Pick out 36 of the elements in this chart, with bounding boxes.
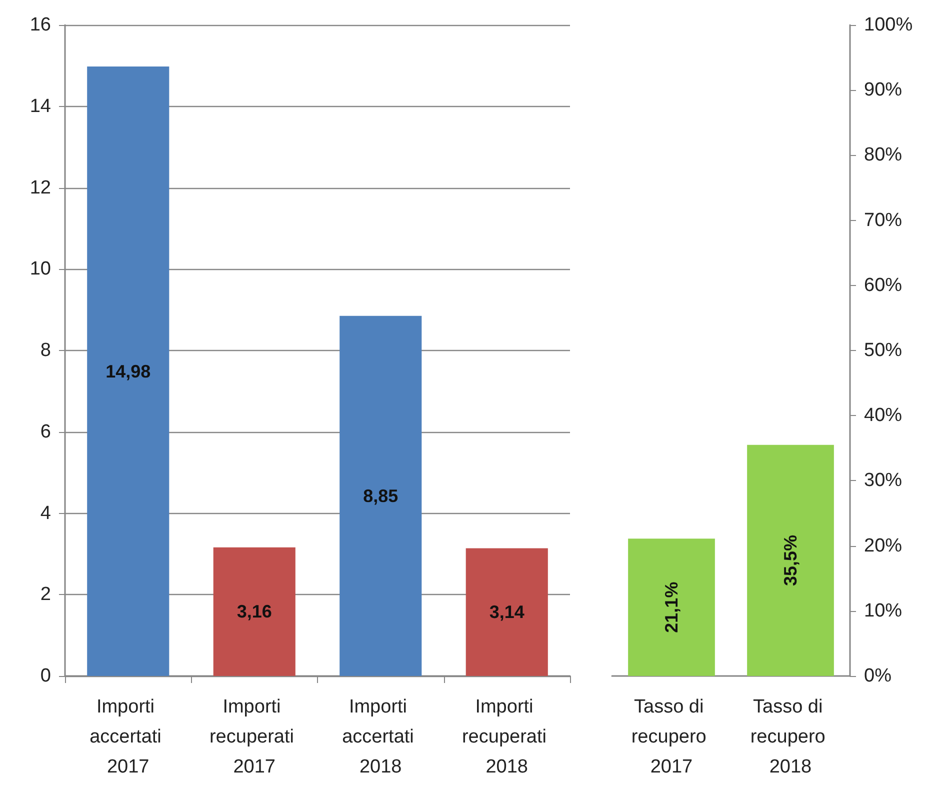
y2-tick-label: 40% bbox=[864, 405, 902, 426]
y-tick-label: 16 bbox=[30, 14, 51, 36]
y2-tick-label: 70% bbox=[864, 210, 902, 231]
y-tick-label: 8 bbox=[40, 340, 51, 361]
y2-tick-label: 0% bbox=[864, 666, 892, 686]
data-label: 14,98 bbox=[106, 361, 151, 382]
bar bbox=[87, 66, 170, 676]
x-tick-label: Importi recuperati 2017 bbox=[209, 696, 300, 778]
y-tick-label: 10 bbox=[30, 258, 51, 280]
y-tick-label: 4 bbox=[40, 502, 52, 524]
y2-tick-label: 60% bbox=[864, 274, 902, 296]
bar bbox=[340, 316, 422, 676]
y2-tick-label: 100% bbox=[864, 14, 913, 36]
y2-tick-label: 10% bbox=[864, 600, 902, 622]
data-label: 3,16 bbox=[236, 602, 272, 622]
y2-tick-label: 80% bbox=[864, 144, 902, 166]
x-tick-label: Tasso di recupero 2017 bbox=[631, 696, 712, 778]
bar bbox=[466, 548, 548, 676]
data-label: 8,85 bbox=[363, 486, 398, 506]
y-tick-label: 14 bbox=[30, 96, 52, 117]
y-tick-label: 2 bbox=[40, 584, 51, 606]
x-tick-label: Importi recuperati 2018 bbox=[462, 696, 552, 778]
y2-tick-label: 30% bbox=[864, 470, 902, 492]
y-tick-label: 0 bbox=[40, 666, 51, 686]
y-tick-label: 12 bbox=[30, 177, 51, 198]
bar bbox=[213, 547, 296, 676]
data-label: 35,5% bbox=[780, 534, 800, 586]
y2-tick-label: 50% bbox=[864, 340, 902, 361]
y2-tick-label: 90% bbox=[864, 80, 902, 101]
y2-tick-label: 20% bbox=[864, 535, 902, 556]
x-tick-label: Importi accertati 2018 bbox=[342, 696, 420, 778]
x-tick-label: Tasso di recupero 2018 bbox=[750, 696, 831, 778]
x-tick-label: Importi accertati 2017 bbox=[90, 696, 167, 778]
data-label: 3,14 bbox=[489, 602, 524, 622]
y-tick-label: 6 bbox=[40, 421, 51, 442]
data-label: 21,1% bbox=[662, 582, 682, 633]
